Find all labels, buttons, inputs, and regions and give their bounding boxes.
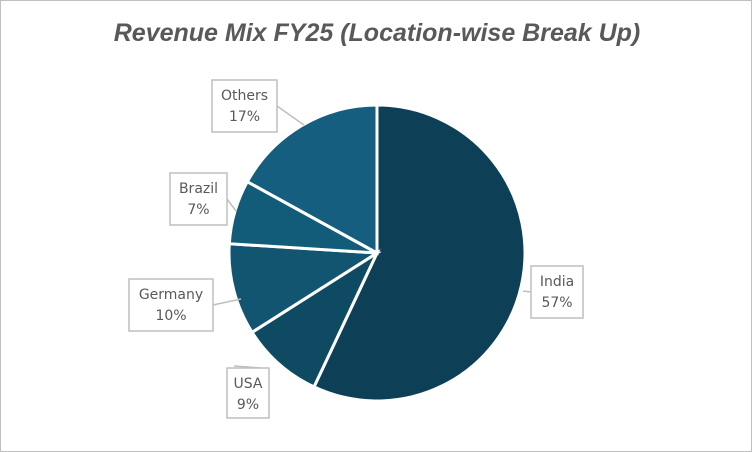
svg-text:7%: 7%: [187, 202, 209, 218]
svg-text:Germany: Germany: [139, 287, 203, 303]
data-label-brazil: Brazil 7%: [169, 172, 237, 226]
data-label-germany: Germany 10%: [128, 278, 242, 332]
pie-slice-others: [245, 103, 379, 256]
svg-text:India: India: [540, 274, 574, 290]
svg-text:10%: 10%: [155, 308, 186, 324]
svg-text:USA: USA: [234, 376, 263, 392]
data-label-india: India 57%: [522, 265, 584, 319]
svg-text:57%: 57%: [541, 295, 572, 311]
svg-text:Others: Others: [221, 88, 268, 104]
chart-title: Revenue Mix FY25 (Location-wise Break Up…: [113, 19, 641, 47]
pie-slice-germany: [227, 242, 382, 335]
svg-text:9%: 9%: [237, 397, 259, 413]
data-label-usa: USA 9%: [226, 365, 270, 419]
svg-text:Brazil: Brazil: [179, 181, 218, 197]
data-label-others: Others 17%: [211, 79, 305, 133]
pie-slice-india: [311, 103, 527, 403]
svg-text:17%: 17%: [229, 109, 260, 125]
pie-slice-usa: [249, 248, 381, 389]
